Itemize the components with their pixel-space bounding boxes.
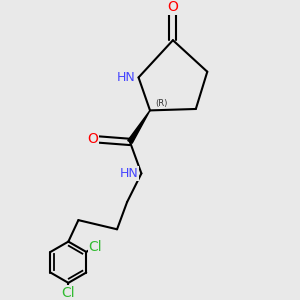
Text: HN: HN	[116, 71, 135, 84]
Text: Cl: Cl	[88, 240, 102, 254]
Text: O: O	[87, 132, 98, 146]
Polygon shape	[128, 110, 150, 143]
Text: HN: HN	[120, 167, 139, 180]
Text: O: O	[167, 0, 178, 14]
Text: Cl: Cl	[61, 286, 75, 300]
Text: (R): (R)	[155, 99, 167, 108]
